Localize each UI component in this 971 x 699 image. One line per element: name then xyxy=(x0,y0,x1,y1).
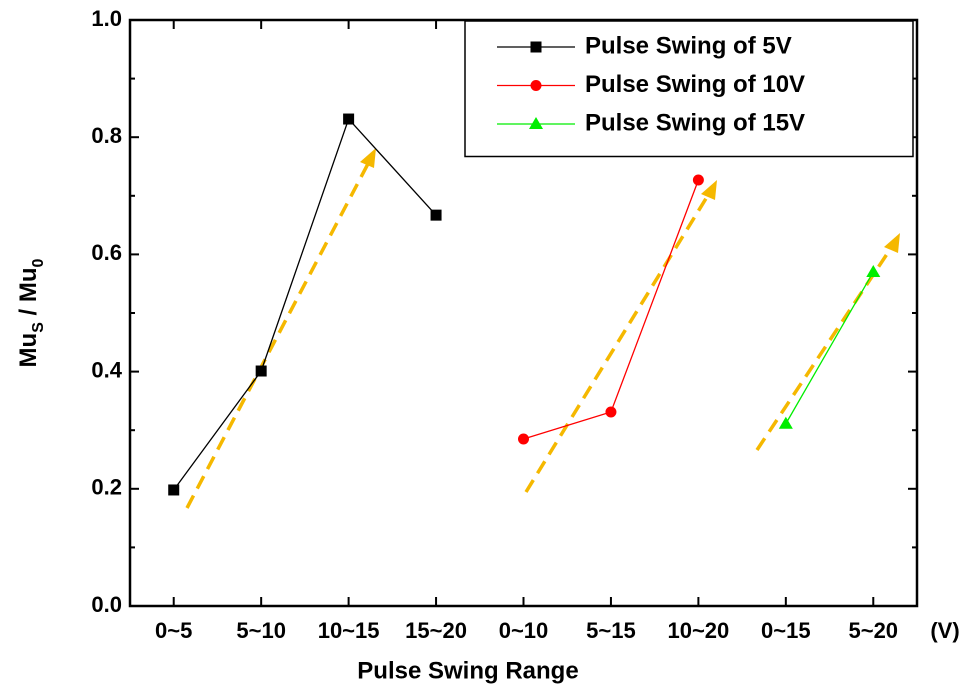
x-unit: (V) xyxy=(930,618,959,643)
series-line xyxy=(523,179,699,440)
legend-label: Pulse Swing of 5V xyxy=(585,32,792,59)
marker xyxy=(605,406,617,418)
y-axis-label: MuS / Mu0 xyxy=(15,258,46,367)
x-tick-label: 10~15 xyxy=(318,618,380,643)
marker xyxy=(866,264,881,277)
marker xyxy=(530,80,542,91)
legend-label: Pulse Swing of 10V xyxy=(585,71,805,98)
y-axis-label-part: Mu xyxy=(15,333,42,368)
y-axis-label-part: S xyxy=(30,322,47,333)
x-tick-label: 5~20 xyxy=(848,618,898,643)
y-axis-label-part: / Mu xyxy=(15,267,42,322)
y-tick-label: 0.6 xyxy=(91,240,122,265)
marker xyxy=(518,433,529,445)
legend-label: Pulse Swing of 15V xyxy=(585,109,805,136)
series-line xyxy=(173,117,437,491)
y-axis-label-part: 0 xyxy=(30,258,47,267)
marker xyxy=(529,117,543,129)
x-tick-label: 5~15 xyxy=(586,618,636,643)
x-axis-label: Pulse Swing Range xyxy=(357,657,578,684)
arrow-head xyxy=(701,180,717,200)
y-tick-label: 0.4 xyxy=(91,357,122,382)
series-line xyxy=(785,271,874,425)
marker xyxy=(343,113,355,125)
marker xyxy=(692,174,704,186)
arrow-head xyxy=(360,148,376,168)
marker xyxy=(778,416,793,429)
trend-arrow xyxy=(755,244,895,451)
trend-arrow xyxy=(524,191,712,493)
y-tick-label: 1.0 xyxy=(91,6,122,31)
x-tick-label: 0~15 xyxy=(761,618,811,643)
x-tick-label: 5~10 xyxy=(236,618,286,643)
legend: Pulse Swing of 5V Pulse Swing of 10V Pulse… xyxy=(464,20,914,158)
marker xyxy=(430,209,442,221)
trend-arrow xyxy=(185,159,372,509)
y-tick-label: 0.0 xyxy=(91,592,122,617)
y-tick-label: 0.2 xyxy=(91,475,122,500)
arrow-head xyxy=(884,233,900,253)
marker xyxy=(255,365,267,377)
x-tick-label: 0~10 xyxy=(499,618,549,643)
y-tick-label: 0.8 xyxy=(91,123,122,148)
x-tick-label: 10~20 xyxy=(667,618,729,643)
trend-arrows xyxy=(185,148,900,509)
marker xyxy=(530,41,542,53)
x-tick-label: 0~5 xyxy=(155,618,192,643)
marker xyxy=(168,484,180,496)
x-tick-label: 15~20 xyxy=(405,618,467,643)
